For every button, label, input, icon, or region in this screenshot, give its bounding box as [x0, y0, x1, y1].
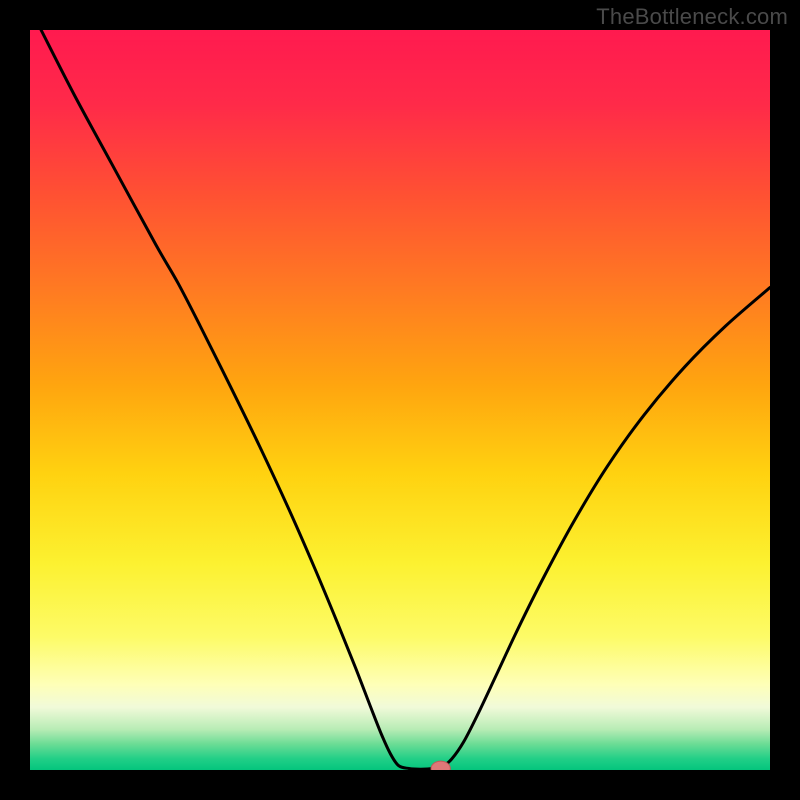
watermark-text: TheBottleneck.com [596, 4, 788, 30]
bottleneck-chart [0, 0, 800, 800]
plot-background [30, 30, 770, 770]
chart-stage: TheBottleneck.com [0, 0, 800, 800]
